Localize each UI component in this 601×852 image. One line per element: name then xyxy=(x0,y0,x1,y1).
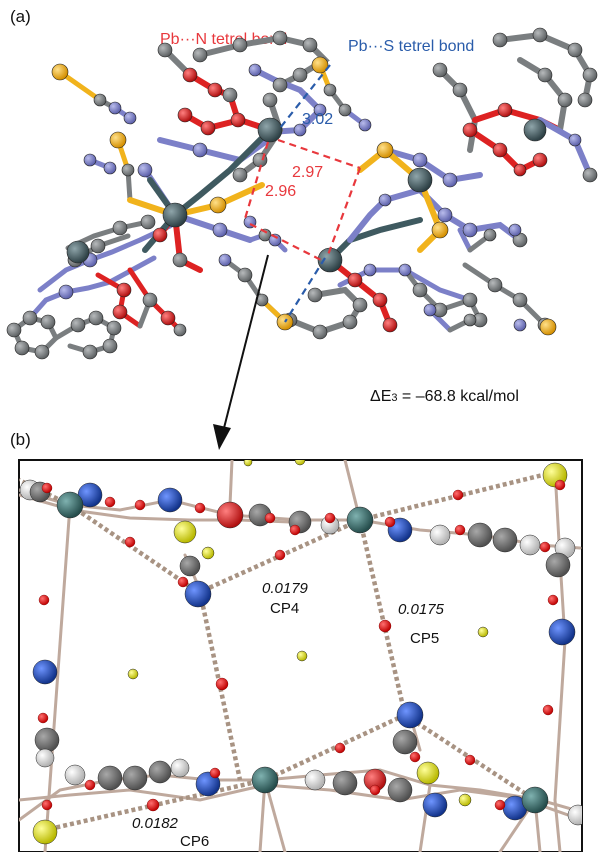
cp5-label: CP5 xyxy=(410,630,439,647)
distance-pbs: 3.02 xyxy=(302,111,333,128)
interaction-energy: ΔE3 = –68.8 kcal/mol xyxy=(370,388,519,405)
zoom-arrow xyxy=(213,254,269,450)
molecule-panel-a xyxy=(6,27,598,360)
panel-a-label: (a) xyxy=(10,7,31,26)
distance-pbn-2: 2.96 xyxy=(265,183,296,200)
cp6-label: CP6 xyxy=(180,833,209,850)
energy-prefix: ΔE xyxy=(370,388,391,405)
distance-pbn-1: 2.97 xyxy=(292,164,323,181)
energy-subscript: 3 xyxy=(391,392,397,404)
panel-b-label: (b) xyxy=(10,430,31,449)
qtaim-graph-panel-b xyxy=(19,460,582,852)
cp4-value: 0.0179 xyxy=(262,580,309,597)
energy-value: = –68.8 kcal/mol xyxy=(397,388,518,405)
pbs-tetrel-bond-label: Pb···S tetrel bond xyxy=(348,38,474,55)
cp5-value: 0.0175 xyxy=(398,601,445,618)
cp6-value: 0.0182 xyxy=(132,815,179,832)
cp4-label: CP4 xyxy=(270,600,299,617)
